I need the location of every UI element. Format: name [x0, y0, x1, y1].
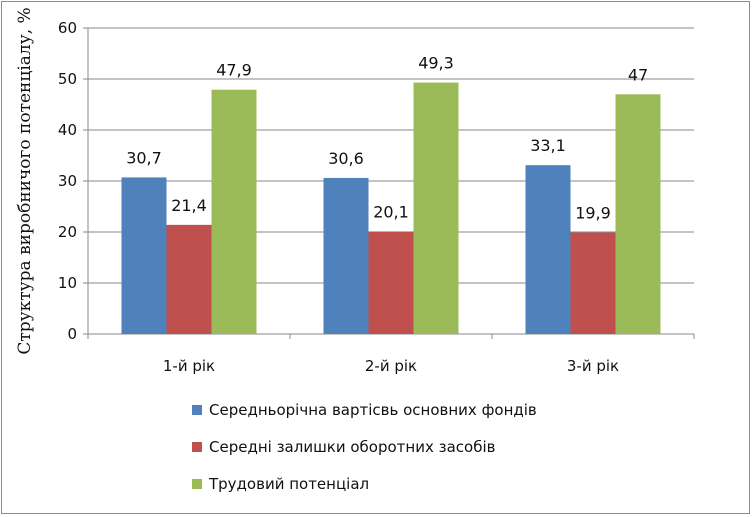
data-label: 47 — [628, 65, 648, 84]
x-category-label: 1-й рік — [163, 357, 215, 375]
data-label: 30,6 — [328, 149, 364, 168]
x-category-label: 3-й рік — [567, 357, 619, 375]
x-category-labels: 1-й рік 2-й рік 3-й рік — [163, 357, 619, 375]
data-label: 30,7 — [126, 148, 162, 167]
y-tick-label: 50 — [58, 70, 77, 88]
x-category-label: 2-й рік — [365, 357, 417, 375]
bar — [525, 165, 571, 334]
y-tick-label: 40 — [58, 121, 77, 139]
bar — [166, 224, 212, 334]
bar — [121, 177, 167, 334]
bar — [368, 231, 414, 334]
bar — [323, 177, 369, 334]
data-label: 49,3 — [418, 54, 454, 73]
legend-swatch — [192, 479, 202, 489]
legend-swatch — [192, 405, 202, 415]
y-tick-label: 0 — [67, 325, 77, 343]
y-tick-label: 10 — [58, 274, 77, 292]
data-label: 21,4 — [171, 196, 207, 215]
y-tick-label: 20 — [58, 223, 77, 241]
y-tick-labels: 0 10 20 30 40 50 60 — [58, 19, 77, 343]
legend-label: Середні залишки оборотних засобів — [209, 438, 495, 456]
bar — [615, 94, 661, 334]
data-label: 19,9 — [575, 204, 611, 223]
bar — [413, 82, 459, 334]
y-axis-label: Структура виробничого потенціалу, % — [15, 7, 35, 354]
legend-label: Середньорічна вартісвь основних фондів — [209, 401, 537, 419]
bars — [121, 82, 661, 335]
data-label: 20,1 — [373, 202, 409, 221]
data-label: 47,9 — [216, 61, 252, 80]
bar — [211, 89, 257, 335]
legend-swatch — [192, 442, 202, 452]
y-tick-label: 30 — [58, 172, 77, 190]
bar — [570, 232, 616, 334]
legend: Середньорічна вартісвь основних фондів Се… — [192, 401, 537, 493]
data-labels: 30,7 21,4 47,9 30,6 20,1 49,3 33,1 19,9 47 — [126, 54, 648, 223]
data-label: 33,1 — [530, 136, 566, 155]
y-tick-label: 60 — [58, 19, 77, 37]
legend-label: Трудовий потенціал — [208, 475, 369, 493]
